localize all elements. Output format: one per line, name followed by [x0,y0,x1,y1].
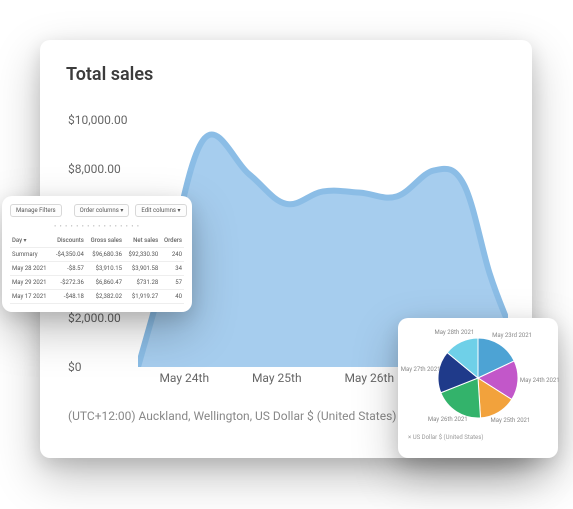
pie-svg [428,328,528,428]
table-row[interactable]: May 17 2021-$48.18$2,382.02$1,919.2740 [10,290,184,304]
pie-slice-label: May 25th 2021 [491,417,531,424]
table-header-row: Day ▾DiscountsGross salesNet salesOrders [10,234,184,248]
table-cell: $3,901.58 [124,262,160,276]
table-row[interactable]: May 28 2021-$8.57$3,910.15$3,901.5834 [10,262,184,276]
x-tick-label: May 25th [231,371,324,395]
edit-columns-button[interactable]: Edit columns ▾ [135,204,186,217]
pie-wrap: May 23rd 2021May 24th 2021May 25th 2021M… [408,328,548,428]
table-cell: $1,919.27 [124,290,160,304]
sales-pie-card: May 23rd 2021 May 24th 2021 May 25th 2021 M… [398,318,558,458]
y-tick-label: $2,000.00 [68,311,138,325]
table-cell: $6,860.47 [86,276,124,290]
table-cell: May 28 2021 [10,262,51,276]
report-table-card: Manage Filters Order columns ▾ Edit colu… [2,196,192,312]
table-cell: $96,680.36 [86,248,124,262]
pie-slice-label: May 24th 2021 [520,377,560,384]
table-cell: May 29 2021 [10,276,51,290]
order-columns-button[interactable]: Order columns ▾ [74,204,130,217]
table-cell: -$4,350.04 [51,248,85,262]
table-cell: 40 [160,290,184,304]
report-table: Day ▾DiscountsGross salesNet salesOrders… [10,234,184,304]
y-tick-label: $0 [68,360,138,374]
x-tick-label: May 24th [138,371,231,395]
y-tick-label: $10,000.00 [68,113,138,127]
table-column-header[interactable]: Gross sales [86,234,124,248]
table-cell: May 17 2021 [10,290,51,304]
table-cell: $92,330.30 [124,248,160,262]
table-row[interactable]: Summary-$4,350.04$96,680.36$92,330.30240 [10,248,184,262]
table-cell: $731.28 [124,276,160,290]
table-cell: -$272.36 [51,276,85,290]
table-cell: 34 [160,262,184,276]
pie-slice-label: May 26th 2021 [428,416,468,423]
table-cell: $2,382.02 [86,290,124,304]
table-cell: -$8.57 [51,262,85,276]
table-column-header[interactable]: Net sales [124,234,160,248]
pie-footer: × US Dollar $ (United States) [408,434,548,441]
manage-filters-button[interactable]: Manage Filters [10,204,62,217]
table-cell: 57 [160,276,184,290]
table-divider-dots: • • • • • • • • • • • • • • • • [10,223,184,230]
table-toolbar: Manage Filters Order columns ▾ Edit colu… [10,204,184,217]
table-column-header[interactable]: Discounts [51,234,85,248]
stage: { "main_chart": { "title": "Total sales"… [0,0,573,509]
table-cell: 240 [160,248,184,262]
pie-slice-label: May 23rd 2021 [492,332,532,339]
table-column-header[interactable]: Orders [160,234,184,248]
table-cell: Summary [10,248,51,262]
table-cell: -$48.18 [51,290,85,304]
table-row[interactable]: May 29 2021-$272.36$6,860.47$731.2857 [10,276,184,290]
y-tick-label: $8,000.00 [68,162,138,176]
pie-slice-label: May 28th 2021 [434,329,474,336]
table-cell: $3,910.15 [86,262,124,276]
chart-title: Total sales [66,64,508,85]
pie-slice-label: May 27th 2021 [401,366,441,373]
table-column-header[interactable]: Day ▾ [10,234,51,248]
